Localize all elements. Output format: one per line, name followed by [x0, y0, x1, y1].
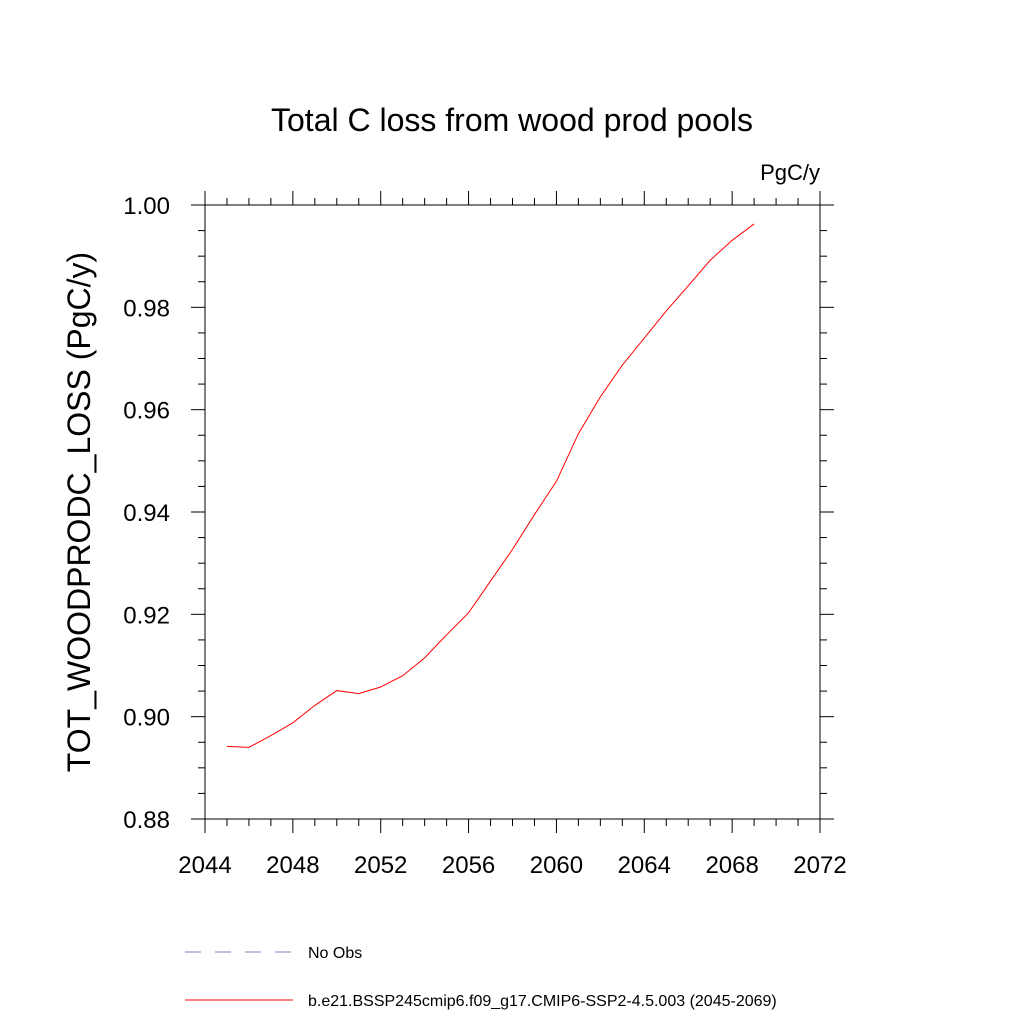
series-line-1: [226, 223, 755, 748]
x-tick-label: 2056: [442, 852, 495, 879]
x-tick-label: 2068: [705, 852, 758, 879]
plot-frame: [204, 204, 821, 820]
legend: No Obs b.e21.BSSP245cmip6.f09_g17.CMIP6-S…: [185, 945, 777, 1010]
axis-ticks: [191, 191, 834, 833]
y-tick-label: 0.92: [123, 602, 170, 629]
tick-labels: 2044 2048 2052 2056 2060 2064 2068 2072 0.88 0.90…: [123, 193, 846, 879]
y-axis-label: TOT_WOODPRODC_LOSS (PgC/y): [61, 252, 97, 772]
legend-label-0: No Obs: [308, 945, 362, 962]
x-tick-label: 2044: [178, 852, 231, 879]
y-tick-label: 0.88: [123, 807, 170, 834]
chart-title: Total C loss from wood prod pools: [271, 102, 753, 138]
x-tick-label: 2072: [793, 852, 846, 879]
series-layer: [226, 223, 755, 748]
x-tick-label: 2048: [266, 852, 319, 879]
x-tick-label: 2052: [354, 852, 407, 879]
x-tick-label: 2064: [618, 852, 671, 879]
y-tick-label: 0.96: [123, 398, 170, 425]
units-label: PgC/y: [760, 160, 820, 185]
x-tick-label: 2060: [530, 852, 583, 879]
y-tick-label: 1.00: [123, 193, 170, 220]
y-tick-label: 0.90: [123, 705, 170, 732]
y-tick-label: 0.98: [123, 295, 170, 322]
y-tick-label: 0.94: [123, 500, 170, 527]
legend-label-1: b.e21.BSSP245cmip6.f09_g17.CMIP6-SSP2-4.…: [308, 993, 777, 1010]
